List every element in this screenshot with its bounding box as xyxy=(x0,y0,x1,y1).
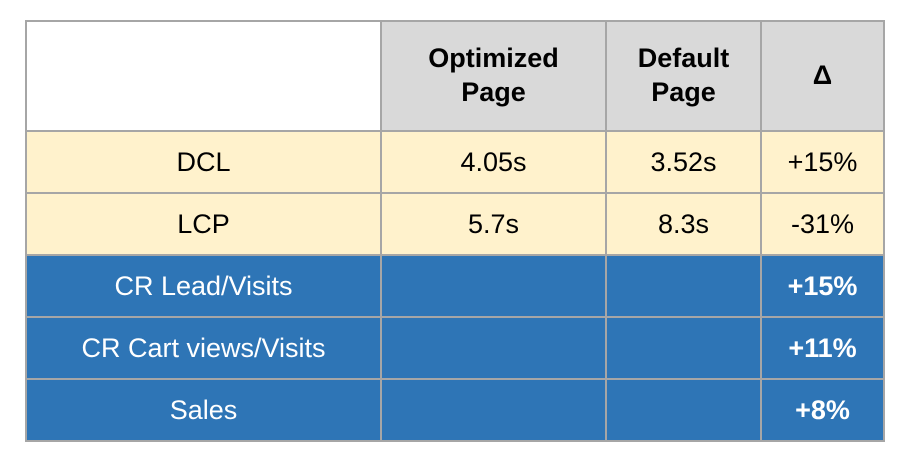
delta-value-cell: -31% xyxy=(760,192,885,256)
row-label-cell: CR Cart views/Visits xyxy=(25,316,382,380)
corner-cell xyxy=(25,20,382,132)
header-row: Optimized Page Default Page Δ xyxy=(25,20,885,132)
default-value-cell: 3.52s xyxy=(605,130,762,194)
table-row-lcp: LCP 5.7s 8.3s -31% xyxy=(25,192,885,256)
metrics-comparison-table: Optimized Page Default Page Δ DCL 4.05s … xyxy=(25,20,885,442)
table-row-sales: Sales +8% xyxy=(25,378,885,442)
table-row-cr-lead-visits: CR Lead/Visits +15% xyxy=(25,254,885,318)
optimized-value-cell xyxy=(380,378,607,442)
optimized-value-cell xyxy=(380,316,607,380)
delta-value-cell: +8% xyxy=(760,378,885,442)
table-row-cr-cart-views-visits: CR Cart views/Visits +11% xyxy=(25,316,885,380)
table-row-dcl: DCL 4.05s 3.52s +15% xyxy=(25,130,885,194)
row-label-cell: LCP xyxy=(25,192,382,256)
row-label-cell: Sales xyxy=(25,378,382,442)
column-header-default-page: Default Page xyxy=(605,20,762,132)
column-header-delta: Δ xyxy=(760,20,885,132)
default-value-cell: 8.3s xyxy=(605,192,762,256)
delta-value-cell: +11% xyxy=(760,316,885,380)
optimized-value-cell: 4.05s xyxy=(380,130,607,194)
delta-value-cell: +15% xyxy=(760,130,885,194)
optimized-value-cell xyxy=(380,254,607,318)
row-label-cell: DCL xyxy=(25,130,382,194)
row-label-cell: CR Lead/Visits xyxy=(25,254,382,318)
default-value-cell xyxy=(605,254,762,318)
delta-value-cell: +15% xyxy=(760,254,885,318)
optimized-value-cell: 5.7s xyxy=(380,192,607,256)
default-value-cell xyxy=(605,378,762,442)
column-header-optimized-page: Optimized Page xyxy=(380,20,607,132)
default-value-cell xyxy=(605,316,762,380)
